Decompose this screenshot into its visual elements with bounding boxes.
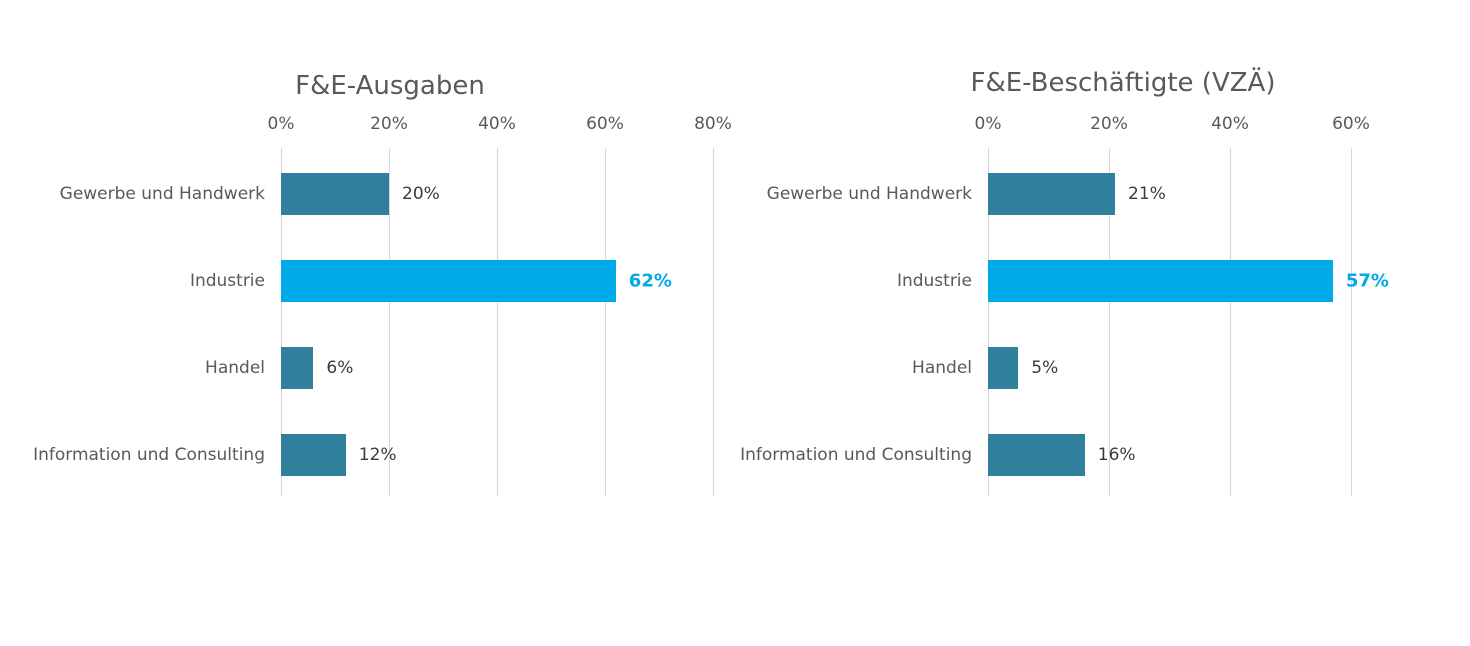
category-label-industrie: Industrie (896, 270, 972, 291)
x-axis-tick-label: 40% (478, 114, 516, 134)
value-label-industrie: 57% (1345, 270, 1389, 291)
value-label-handel: 6% (326, 357, 354, 378)
gridline (388, 148, 390, 496)
bar-handel (281, 346, 314, 389)
gridline (496, 148, 498, 496)
gridline (712, 148, 714, 496)
bar-gewerbe-und-handwerk (988, 172, 1116, 215)
value-label-gewerbe-und-handwerk: 20% (402, 183, 440, 204)
category-label-gewerbe-und-handwerk: Gewerbe und Handwerk (59, 183, 265, 204)
bar-gewerbe-und-handwerk (281, 172, 389, 215)
gridline (987, 148, 989, 496)
x-axis-tick-label: 60% (1332, 114, 1370, 134)
value-label-gewerbe-und-handwerk: 21% (1128, 183, 1166, 204)
gridline (604, 148, 606, 496)
chart-title-fe-beschaeftigte: F&E-Beschäftigte (VZÄ) (970, 68, 1276, 98)
gridline (1350, 148, 1352, 496)
x-axis-tick-label: 80% (694, 114, 732, 134)
category-label-information-und-consulting: Information und Consulting (33, 444, 265, 465)
x-axis-tick-label: 0% (267, 114, 295, 134)
x-axis-tick-label: 20% (1090, 114, 1128, 134)
value-label-handel: 5% (1031, 357, 1059, 378)
category-label-industrie: Industrie (189, 270, 265, 291)
bar-information-und-consulting (988, 433, 1085, 476)
bar-handel (988, 346, 1019, 389)
gridline (1229, 148, 1231, 496)
chart-title-fe-ausgaben: F&E-Ausgaben (295, 71, 485, 101)
bar-industrie (988, 259, 1333, 302)
x-axis-tick-label: 40% (1211, 114, 1249, 134)
category-label-information-und-consulting: Information und Consulting (740, 444, 972, 465)
x-axis-tick-label: 20% (370, 114, 408, 134)
value-label-information-und-consulting: 12% (358, 444, 397, 465)
category-label-gewerbe-und-handwerk: Gewerbe und Handwerk (766, 183, 972, 204)
category-label-handel: Handel (912, 357, 972, 378)
bar-industrie (281, 259, 616, 302)
gridline (280, 148, 282, 496)
bar-information-und-consulting (281, 433, 346, 476)
value-label-industrie: 62% (628, 270, 672, 291)
x-axis-tick-label: 0% (974, 114, 1002, 134)
category-label-handel: Handel (205, 357, 265, 378)
x-axis-tick-label: 60% (586, 114, 624, 134)
gridline (1108, 148, 1110, 496)
value-label-information-und-consulting: 16% (1097, 444, 1136, 465)
